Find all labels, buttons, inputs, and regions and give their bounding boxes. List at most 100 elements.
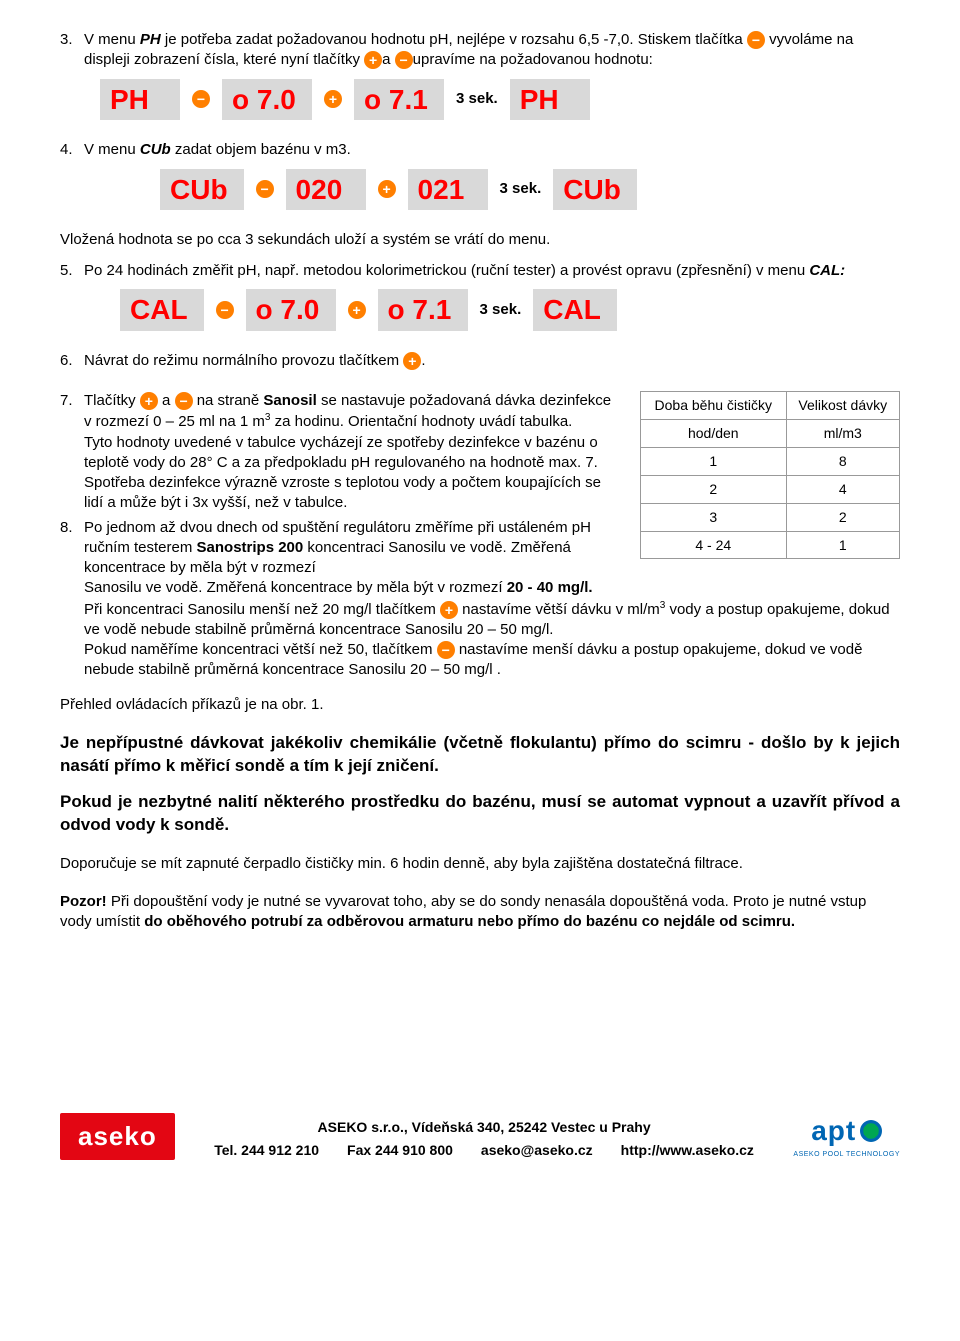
text: Při koncentraci Sanosilu menší než 20 mg… [84,601,440,618]
list-item-3: 3. V menu PH je potřeba zadat požadovano… [60,30,900,71]
minus-icon [175,392,193,410]
text: Návrat do režimu normálního provozu tlač… [84,352,403,369]
attention-label: Pozor! [60,893,107,910]
plus-icon [140,392,158,410]
attention-block: Pozor! Při dopouštění vody je nutné se v… [60,892,900,933]
fax-label: Fax [347,1142,371,1158]
text: Tyto hodnoty uvedené v tabulce vycházejí… [84,434,601,512]
display-value: 021 [408,169,488,211]
text: na straně [193,392,264,409]
item-body: Tlačítky a na straně Sanosil se nastavuj… [84,391,620,514]
logo-aseko: aseko [60,1113,175,1160]
text: Tlačítky [84,392,140,409]
item-number: 3. [60,30,84,71]
attention-bold: do oběhového potrubí za odběrovou armatu… [144,913,795,930]
text: zadat objem bazénu v m3. [171,141,351,158]
display-ph: PH [100,79,180,121]
delay-label: 3 sek. [456,89,498,109]
table-row: 18 [641,447,900,475]
item-body: Po 24 hodinách změřit pH, např. metodou … [84,261,900,281]
text: Pokud naměříme koncentraci větší než 50,… [84,641,437,658]
list-item-7: 7. Tlačítky a na straně Sanosil se nasta… [60,391,620,514]
display-ph: PH [510,79,590,121]
display-cal: CAL [120,289,204,331]
dose-table: Doba běhu čističky Velikost dávky hod/de… [640,391,900,559]
item-body: V menu PH je potřeba zadat požadovanou h… [84,30,900,71]
text: V menu [84,141,140,158]
cell: 1 [786,531,899,559]
display-row-cub: CUb 020 021 3 sek. CUb [160,169,900,211]
tel-value: 244 912 210 [241,1142,319,1158]
table-row: Doba běhu čističky Velikost dávky [641,392,900,420]
display-cub: CUb [553,169,637,211]
display-row-cal: CAL o 7.0 o 7.1 3 sek. CAL [120,289,900,331]
text: Po 24 hodinách změřit pH, např. metodou … [84,262,809,279]
plus-icon [348,301,366,319]
menu-name: PH [140,31,161,48]
tel: Tel. 244 912 210 [214,1141,319,1160]
logo-apt: apt ASEKO POOL TECHNOLOGY [793,1112,900,1159]
display-value: o 7.0 [246,289,336,331]
text: upravíme na požadovanou hodnotu: [413,51,653,68]
minus-icon [192,90,210,108]
note-autosave: Vložená hodnota se po cca 3 sekundách ul… [60,230,900,250]
plus-icon [403,352,421,370]
text: Sanosilu ve vodě. Změřená koncentrace by… [84,579,503,596]
list-item-5: 5. Po 24 hodinách změřit pH, např. metod… [60,261,900,281]
display-cub: CUb [160,169,244,211]
plus-icon [324,90,342,108]
minus-icon [395,51,413,69]
fax-value: 244 910 800 [375,1142,453,1158]
text: a [382,51,395,68]
delay-label: 3 sek. [480,300,522,320]
overview-ref: Přehled ovládacích příkazů je na obr. 1. [60,695,900,715]
cell: 3 [641,503,787,531]
product-name: Sanosil [263,392,316,409]
table-row: 4 - 241 [641,531,900,559]
item-number: 4. [60,140,84,160]
logo-aseko-text: aseko [60,1113,175,1160]
recommendation: Doporučuje se mít zapnuté čerpadlo čisti… [60,854,900,874]
email: aseko@aseko.cz [481,1141,593,1160]
display-value: o 7.1 [354,79,444,121]
menu-name: CAL: [809,262,845,279]
item-number: 8. [60,518,84,579]
table-row: 24 [641,475,900,503]
display-value: o 7.1 [378,289,468,331]
item-body: V menu CUb zadat objem bazénu v m3. [84,140,900,160]
display-cal: CAL [533,289,617,331]
text: V menu [84,31,140,48]
text: je potřeba zadat požadovanou hodnotu pH,… [161,31,747,48]
text: . [421,352,425,369]
cell: 8 [786,447,899,475]
cell: 4 - 24 [641,531,787,559]
item-number: 6. [60,351,84,371]
page-footer: aseko ASEKO s.r.o., Vídeňská 340, 25242 … [60,1112,900,1159]
swirl-icon [860,1120,882,1142]
text: za hodinu. Orientační hodnoty uvádí tabu… [270,413,572,430]
minus-icon [256,180,274,198]
fax: Fax 244 910 800 [347,1141,453,1160]
minus-icon [747,31,765,49]
cell: 2 [786,503,899,531]
list-item-6: 6. Návrat do režimu normálního provozu t… [60,351,900,371]
minus-icon [437,641,455,659]
menu-name: CUb [140,141,171,158]
col-header: Velikost dávky [786,392,899,420]
item-number: 5. [60,261,84,281]
minus-icon [216,301,234,319]
range-bold: 20 - 40 mg/l. [507,579,593,596]
display-value: o 7.0 [222,79,312,121]
cell: 1 [641,447,787,475]
table-row: 32 [641,503,900,531]
list-item-4: 4. V menu CUb zadat objem bazénu v m3. [60,140,900,160]
logo-apt-text: apt [811,1112,856,1150]
col-subheader: ml/m3 [786,420,899,448]
text: a [158,392,175,409]
item-body: Návrat do režimu normálního provozu tlač… [84,351,900,371]
url: http://www.aseko.cz [621,1141,754,1160]
list-item-8: 8. Po jednom až dvou dnech od spuštění r… [60,518,620,579]
text: nastavíme větší dávku v ml/m [458,601,660,618]
company-line: ASEKO s.r.o., Vídeňská 340, 25242 Vestec… [191,1118,778,1137]
item-body: Po jednom až dvou dnech od spuštění regu… [84,518,620,579]
